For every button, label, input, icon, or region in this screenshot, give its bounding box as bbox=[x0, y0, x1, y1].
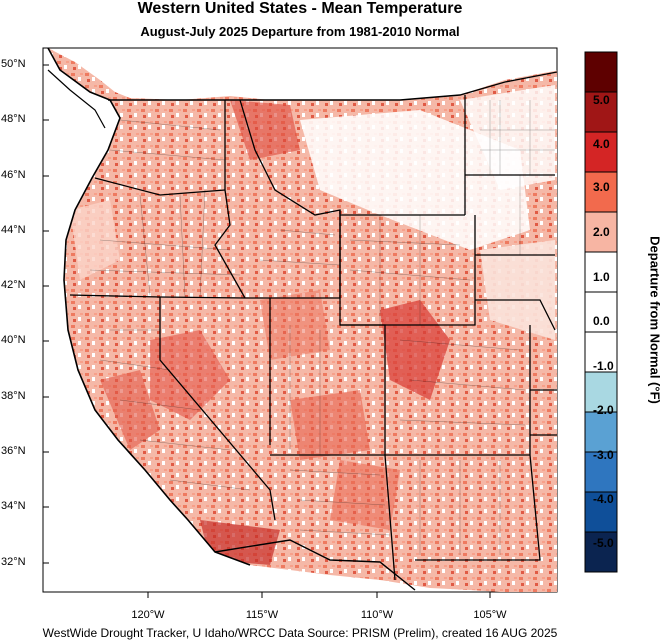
lon-label-120: 120°W bbox=[131, 609, 165, 621]
legend-label: 3.0 bbox=[593, 180, 610, 194]
legend-label: 5.0 bbox=[593, 93, 610, 107]
colorbar bbox=[584, 51, 618, 573]
lat-label-48: 48°N bbox=[1, 113, 26, 125]
legend-label: 1.0 bbox=[593, 270, 610, 284]
lat-label-42: 42°N bbox=[1, 279, 26, 291]
lon-label-115: 115°W bbox=[245, 609, 279, 621]
legend-label: -5.0 bbox=[593, 536, 614, 550]
lat-ticks bbox=[43, 64, 49, 564]
map-subtitle: August-July 2025 Departure from 1981-201… bbox=[140, 24, 460, 39]
legend-label: 4.0 bbox=[593, 137, 610, 151]
legend-label: -4.0 bbox=[593, 492, 614, 506]
mexico-border bbox=[214, 539, 416, 591]
lon-label-110: 110°W bbox=[360, 609, 394, 621]
county-borders bbox=[89, 100, 555, 555]
lat-label-34: 34°N bbox=[1, 500, 26, 512]
state-borders bbox=[69, 95, 557, 581]
legend-title: Departure from Normal (°F) bbox=[647, 236, 663, 404]
lat-label-32: 32°N bbox=[1, 556, 26, 568]
lat-label-38: 38°N bbox=[1, 390, 26, 402]
map-title: Western United States - Mean Temperature bbox=[137, 0, 463, 17]
lon-label-105: 105°W bbox=[473, 609, 507, 621]
legend-label: -2.0 bbox=[593, 403, 614, 417]
legend-label: -1.0 bbox=[593, 359, 614, 373]
canada-border bbox=[108, 71, 558, 101]
credit-line: WestWide Drought Tracker, U Idaho/WRCC D… bbox=[42, 626, 558, 640]
lat-label-46: 46°N bbox=[1, 169, 26, 181]
lat-label-50: 50°N bbox=[1, 58, 26, 70]
lat-label-40: 40°N bbox=[1, 334, 26, 346]
legend-label: -3.0 bbox=[593, 448, 614, 462]
lat-label-36: 36°N bbox=[1, 445, 26, 457]
lon-ticks bbox=[147, 592, 491, 598]
legend-label: 0.0 bbox=[593, 314, 610, 328]
legend-label: 2.0 bbox=[593, 225, 610, 239]
lat-label-44: 44°N bbox=[1, 224, 26, 236]
